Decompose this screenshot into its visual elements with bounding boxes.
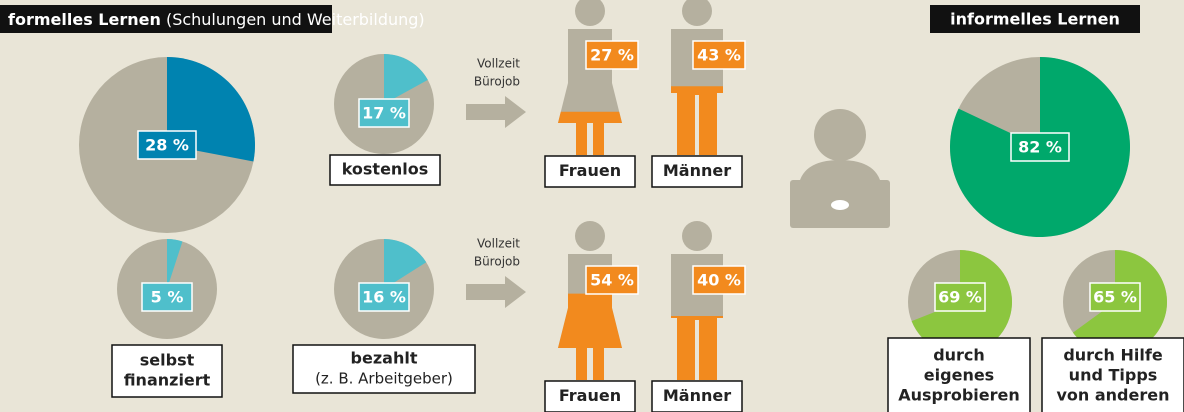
person-fill (558, 293, 622, 380)
value-label: 28 % (145, 136, 189, 155)
person-figure (671, 221, 723, 380)
name: kostenlos (342, 160, 429, 179)
head (682, 221, 712, 251)
title-box (930, 5, 1140, 33)
name: von anderen (1056, 386, 1169, 405)
person-fill (671, 316, 723, 380)
value-box (692, 40, 746, 70)
name: durch Hilfe (1063, 346, 1163, 365)
name-box (544, 380, 636, 412)
value-box (934, 282, 986, 312)
name: bezahlt (351, 349, 418, 368)
title-box (0, 5, 332, 33)
value-box (585, 40, 639, 70)
formal-title: formelles Lernen (Schulungen und Weiterb… (8, 10, 425, 29)
name-box (651, 380, 743, 412)
arrow (466, 96, 526, 128)
value-label: 40 % (697, 271, 741, 290)
person-fill (558, 111, 622, 155)
name: Männer (663, 386, 731, 405)
name: Frauen (559, 161, 621, 180)
name-box (651, 155, 743, 188)
name-box (544, 155, 636, 188)
job-label: Vollzeit (477, 57, 520, 71)
head (682, 0, 712, 26)
value-label: 16 % (362, 288, 406, 307)
pie-slice (384, 54, 428, 104)
name: selbst (140, 351, 195, 370)
value-label: 82 % (1018, 138, 1062, 157)
name-box (292, 344, 476, 394)
person-figure (558, 0, 622, 155)
head (575, 221, 605, 251)
value-box (141, 282, 193, 312)
note: (z. B. Arbeitgeber) (315, 370, 453, 388)
arrow (466, 276, 526, 308)
pie-slice (167, 239, 183, 289)
laptop-icon (790, 109, 890, 228)
value-box (358, 98, 410, 128)
value-box (585, 265, 639, 295)
informal-title: informelles Lernen (950, 10, 1120, 29)
name-box (111, 344, 223, 398)
name: eigenes (924, 366, 994, 385)
value-box (1089, 282, 1141, 312)
name: Frauen (559, 386, 621, 405)
job-label: Bürojob (474, 75, 520, 89)
name: Ausprobieren (898, 386, 1020, 405)
value-box (137, 130, 197, 160)
name: und Tipps (1069, 366, 1158, 385)
value-box (1010, 132, 1070, 162)
person-figure (671, 0, 723, 155)
value-label: 69 % (938, 288, 982, 307)
job-label: Bürojob (474, 255, 520, 269)
name-box (329, 154, 441, 186)
name: Männer (663, 161, 731, 180)
value-box (692, 265, 746, 295)
name: finanziert (124, 371, 211, 390)
job-label: Vollzeit (477, 237, 520, 251)
value-label: 17 % (362, 104, 406, 123)
value-label: 43 % (697, 46, 741, 65)
name: durch (933, 346, 985, 365)
value-box (358, 282, 410, 312)
person-fill (671, 86, 723, 155)
value-label: 65 % (1093, 288, 1137, 307)
value-label: 5 % (151, 288, 184, 307)
value-label: 27 % (590, 46, 634, 65)
name-box (887, 337, 1031, 412)
head (575, 0, 605, 26)
name-box (1041, 337, 1184, 412)
pie-slice (384, 239, 427, 289)
value-label: 54 % (590, 271, 634, 290)
person-figure (558, 221, 622, 380)
